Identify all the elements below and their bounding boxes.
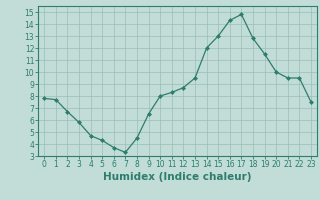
X-axis label: Humidex (Indice chaleur): Humidex (Indice chaleur) — [103, 172, 252, 182]
